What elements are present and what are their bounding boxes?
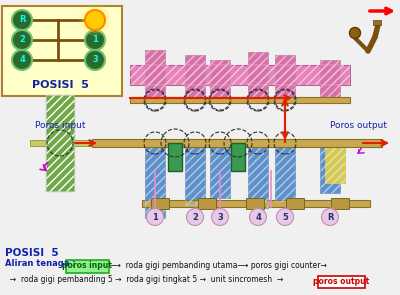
Circle shape (85, 50, 105, 70)
Bar (46, 95, 74, 191)
Text: POSISI  5: POSISI 5 (5, 248, 59, 258)
Bar (210, 60, 230, 100)
Circle shape (79, 4, 111, 36)
Circle shape (212, 209, 228, 225)
Text: →  roda gigi pembanding 5 →  roda gigi tingkat 5 →  unit sincromesh  →: → roda gigi pembanding 5 → roda gigi tin… (5, 276, 283, 284)
Bar (248, 52, 268, 100)
Text: ⟶  roda gigi pembanding utama⟶ poros gigi counter→: ⟶ roda gigi pembanding utama⟶ poros gigi… (110, 261, 327, 271)
Circle shape (85, 30, 105, 50)
Text: POSISI  5: POSISI 5 (32, 80, 88, 90)
Circle shape (85, 10, 105, 30)
Bar (248, 143, 268, 208)
Bar (185, 55, 205, 100)
Bar (246, 198, 264, 209)
Bar (325, 143, 345, 183)
Bar (130, 97, 350, 103)
Bar (145, 143, 165, 218)
Bar (320, 60, 340, 100)
Circle shape (276, 209, 294, 225)
Text: 4: 4 (19, 55, 25, 65)
Circle shape (12, 10, 32, 30)
Text: Aliran tenaga :: Aliran tenaga : (5, 259, 76, 268)
Text: poros output: poros output (313, 278, 369, 286)
Text: Poros input: Poros input (35, 121, 85, 130)
Bar (286, 198, 304, 209)
Bar (185, 143, 205, 205)
FancyBboxPatch shape (318, 276, 364, 288)
Bar (185, 143, 205, 205)
Text: 3: 3 (217, 212, 223, 222)
Bar (231, 143, 245, 171)
Bar (373, 20, 381, 25)
Bar (275, 55, 295, 100)
Bar (168, 143, 182, 171)
Bar (320, 143, 340, 193)
Bar (210, 60, 230, 100)
Bar (248, 143, 268, 208)
Bar (320, 60, 340, 100)
Text: Poros output: Poros output (330, 121, 386, 130)
Bar (145, 50, 165, 100)
Text: 5: 5 (282, 212, 288, 222)
Text: 2: 2 (19, 35, 25, 45)
Text: 4: 4 (255, 212, 261, 222)
Text: 3: 3 (92, 55, 98, 65)
FancyBboxPatch shape (66, 260, 108, 273)
Circle shape (82, 7, 108, 33)
FancyBboxPatch shape (2, 6, 122, 96)
Bar (30, 140, 95, 146)
Bar (142, 200, 370, 207)
Circle shape (250, 209, 266, 225)
Bar (325, 143, 345, 183)
Bar (185, 55, 205, 100)
Bar (145, 50, 165, 100)
Text: 1: 1 (152, 212, 158, 222)
Circle shape (322, 209, 338, 225)
Bar (46, 95, 74, 191)
Circle shape (350, 27, 360, 39)
Circle shape (12, 30, 32, 50)
Bar (331, 198, 349, 209)
Bar (130, 65, 350, 85)
Bar (248, 52, 268, 100)
Text: 1: 1 (92, 35, 98, 45)
Bar (151, 198, 169, 209)
Bar (275, 55, 295, 100)
Bar (275, 143, 295, 201)
Text: R: R (327, 212, 333, 222)
Bar (320, 143, 340, 193)
Circle shape (12, 50, 32, 70)
Text: poros input: poros input (62, 261, 112, 271)
Bar (130, 65, 350, 85)
Bar (210, 143, 230, 198)
Bar (198, 198, 216, 209)
Bar (210, 143, 230, 198)
Bar (92, 139, 382, 147)
Circle shape (186, 209, 204, 225)
Bar (275, 143, 295, 201)
Circle shape (146, 209, 164, 225)
Bar (145, 143, 165, 218)
Text: R: R (19, 16, 25, 24)
Text: 2: 2 (192, 212, 198, 222)
